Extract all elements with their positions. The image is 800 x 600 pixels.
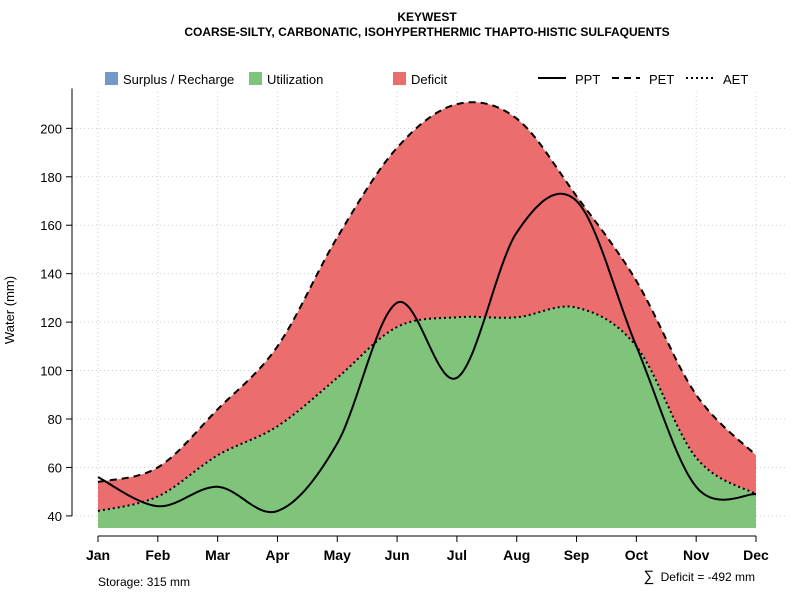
chart-title: KEYWEST [397, 10, 457, 24]
x-tick-label: Mar [205, 547, 230, 563]
legend-label-ppt: PPT [575, 72, 600, 87]
x-tick-label: Dec [743, 547, 769, 563]
series-lines [97, 101, 757, 514]
legend-swatch-deficit [393, 72, 406, 85]
deficit-value: Deficit = -492 mm [661, 570, 755, 584]
y-tick-label: 120 [40, 315, 62, 330]
y-tick-label: 200 [40, 121, 62, 136]
y-tick-label: 60 [48, 460, 62, 475]
x-tick-label: Feb [145, 547, 170, 563]
x-tick-label: Aug [503, 547, 530, 563]
legend-label-deficit: Deficit [411, 72, 448, 87]
deficit-annotation: ∑ Deficit = -492 mm [644, 568, 755, 585]
utilization-area [98, 306, 756, 528]
sum-symbol: ∑ [644, 568, 655, 585]
legend-swatch-utilization [249, 72, 262, 85]
y-tick-label: 180 [40, 170, 62, 185]
x-tick-label: Oct [625, 547, 649, 563]
legend-label-aet: AET [723, 72, 748, 87]
legend-label-pet: PET [649, 72, 674, 87]
areas [98, 102, 756, 528]
y-tick-label: 140 [40, 267, 62, 282]
aet-line [97, 305, 757, 512]
y-axis-label: Water (mm) [2, 276, 17, 344]
x-tick-label: Jun [385, 547, 410, 563]
legend: Surplus / Recharge Utilization Deficit P… [105, 72, 748, 87]
ppt-line [97, 192, 757, 514]
axes: 40 60 80 100 120 140 160 180 200 Jan Feb Mar Apr May J… [40, 88, 769, 563]
storage-annotation: Storage: 315 mm [98, 575, 190, 589]
chart-subtitle: COARSE-SILTY, CARBONATIC, ISOHYPERTHERMI… [184, 25, 669, 39]
deficit-area [98, 102, 756, 511]
x-tick-label: Nov [683, 547, 710, 563]
y-tick-label: 40 [48, 509, 62, 524]
legend-label-surplus: Surplus / Recharge [123, 72, 234, 87]
legend-swatch-surplus [105, 72, 118, 85]
x-tick-label: Apr [265, 547, 290, 563]
x-tick-label: May [324, 547, 351, 563]
y-tick-label: 100 [40, 364, 62, 379]
y-tick-label: 160 [40, 218, 62, 233]
pet-line [97, 101, 757, 483]
x-tick-label: Sep [564, 547, 590, 563]
y-tick-label: 80 [48, 412, 62, 427]
x-tick-label: Jan [86, 547, 110, 563]
legend-label-utilization: Utilization [267, 72, 323, 87]
x-tick-label: Jul [447, 547, 467, 563]
